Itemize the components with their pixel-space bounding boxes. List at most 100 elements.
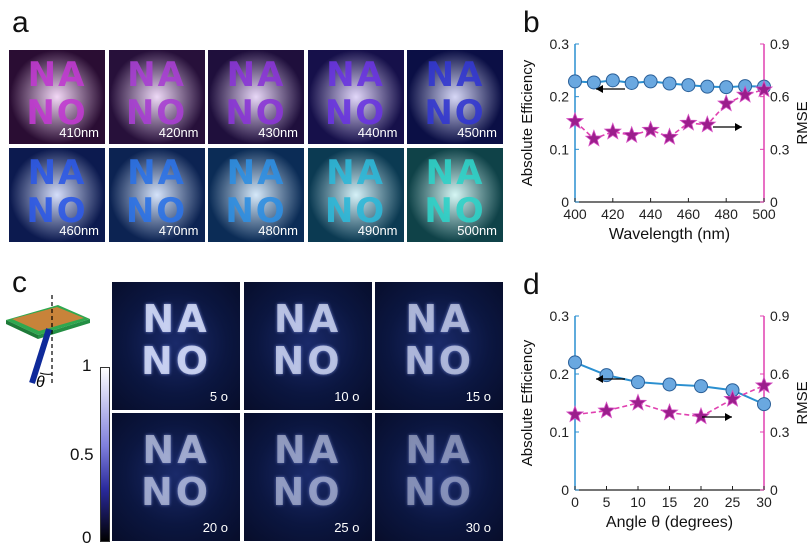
panel-letter-d: d (523, 268, 540, 301)
x-tick-label: 480 (715, 206, 739, 222)
angle-image-tile: NA NO 5 o (112, 282, 240, 410)
nano-line-2: NO (403, 470, 475, 514)
nano-line-1: NA (425, 153, 485, 193)
rmse-point (597, 401, 616, 419)
nano-line-1: NA (226, 55, 286, 95)
wavelength-label: 490nm (357, 223, 398, 238)
x-axis-label: Angle θ (degrees) (606, 514, 733, 531)
y-tick-label-left: 0.2 (550, 89, 570, 105)
nano-line-1: NA (326, 153, 385, 193)
y-tick-label-right: 0.3 (770, 141, 790, 157)
nano-line-1: NA (273, 297, 342, 341)
x-tick-label: 30 (756, 494, 772, 510)
y-axis-label-left: Absolute Efficiency (520, 339, 536, 466)
rmse-point (628, 393, 648, 411)
spectral-image-tile: NA NO 490nm (307, 148, 404, 242)
nano-hologram: NA NO (308, 50, 404, 144)
nano-line-2: NO (424, 93, 486, 133)
wavelength-label: 450nm (457, 125, 497, 140)
nano-line-2: NO (272, 470, 343, 514)
arrowhead-right (735, 123, 742, 131)
y-tick-label-right: 0.9 (770, 308, 790, 324)
spectral-image-tile: NA NO 470nm (108, 148, 205, 242)
nano-line-1: NA (127, 55, 186, 95)
efficiency-point (719, 80, 734, 95)
wavelength-label: 470nm (158, 223, 199, 238)
nano-hologram: NA NO (308, 148, 404, 242)
arrowhead-left (596, 85, 603, 93)
nano-line-2: NO (125, 93, 188, 133)
colorbar-mid-label: 0.5 (70, 445, 94, 464)
angle-label: 10 o (334, 389, 360, 404)
rmse-point (641, 120, 660, 138)
efficiency-point (605, 73, 620, 88)
rmse-point (584, 129, 604, 147)
wavelength-label: 460nm (59, 223, 99, 238)
arrowhead-left (596, 375, 603, 383)
x-tick-label: 20 (693, 494, 709, 510)
nano-line-1: NA (127, 153, 186, 193)
rmse-point (698, 115, 717, 133)
x-tick-label: 420 (601, 206, 625, 222)
efficiency-point (631, 375, 645, 390)
angle-image-tile: NA NO 30 o (375, 413, 503, 541)
angle-label: 30 o (465, 520, 491, 535)
nano-hologram: NA NO (112, 413, 240, 513)
efficiency-point (662, 76, 677, 91)
wavelength-label: 420nm (158, 125, 199, 140)
x-tick-label: 460 (677, 206, 701, 222)
spectral-image-tile: NA NO 460nm (9, 148, 105, 242)
nano-line-2: NO (324, 93, 387, 133)
sample-metasurface (12, 307, 84, 331)
rmse-point (717, 94, 736, 112)
sample-schematic: θ (6, 295, 90, 390)
nano-line-2: NO (26, 93, 88, 133)
nano-hologram: NA NO (112, 282, 240, 382)
nano-hologram: NA NO (109, 50, 205, 144)
efficiency-point (694, 379, 708, 394)
nano-line-2: NO (225, 191, 287, 231)
nano-line-1: NA (142, 428, 210, 472)
nano-line-1: NA (405, 428, 473, 472)
y-axis-label-left: Absolute Efficiency (520, 59, 536, 186)
nano-hologram: NA NO (375, 282, 503, 382)
nano-hologram: NA NO (9, 148, 105, 242)
nano-hologram: NA NO (375, 413, 503, 513)
spectral-image-tile: NA NO 480nm (208, 148, 304, 242)
colorbar-min-label: 0 (82, 528, 92, 547)
panel-letter-b: b (523, 6, 540, 39)
panel-letter-a: a (12, 6, 29, 39)
nano-line-2: NO (403, 339, 475, 383)
rmse-point (679, 113, 698, 131)
rmse-point (660, 127, 679, 145)
wavelength-label: 430nm (258, 125, 298, 140)
y-tick-label-right: 0 (770, 194, 778, 210)
efficiency-point (662, 377, 677, 392)
spectral-image-tile: NA NO 500nm (407, 148, 503, 242)
nano-line-1: NA (425, 55, 485, 95)
spectral-image-tile: NA NO 430nm (208, 50, 304, 144)
y-axis-label-right: RMSE (794, 381, 810, 424)
wavelength-label: 480nm (258, 223, 298, 238)
nano-line-1: NA (226, 153, 286, 193)
efficiency-point (586, 75, 601, 90)
spectral-image-tile: NA NO 420nm (108, 50, 205, 144)
efficiency-point (681, 78, 696, 93)
nano-line-1: NA (27, 55, 87, 95)
rmse-point (723, 389, 742, 407)
efficiency-point (624, 75, 639, 90)
nano-hologram: NA NO (407, 50, 503, 144)
rmse-point (691, 406, 711, 425)
nano-hologram: NA NO (244, 413, 372, 513)
rmse-point (603, 122, 622, 140)
x-tick-label: 400 (563, 206, 587, 222)
nano-hologram: NA NO (244, 282, 372, 382)
y-tick-label-left: 0.2 (550, 366, 570, 382)
x-tick-label: 5 (603, 494, 611, 510)
efficiency-point (757, 397, 771, 412)
y-tick-label-left: 0.3 (550, 308, 570, 324)
panel-letter-c: c (12, 266, 27, 299)
angle-label: 20 o (202, 520, 228, 535)
